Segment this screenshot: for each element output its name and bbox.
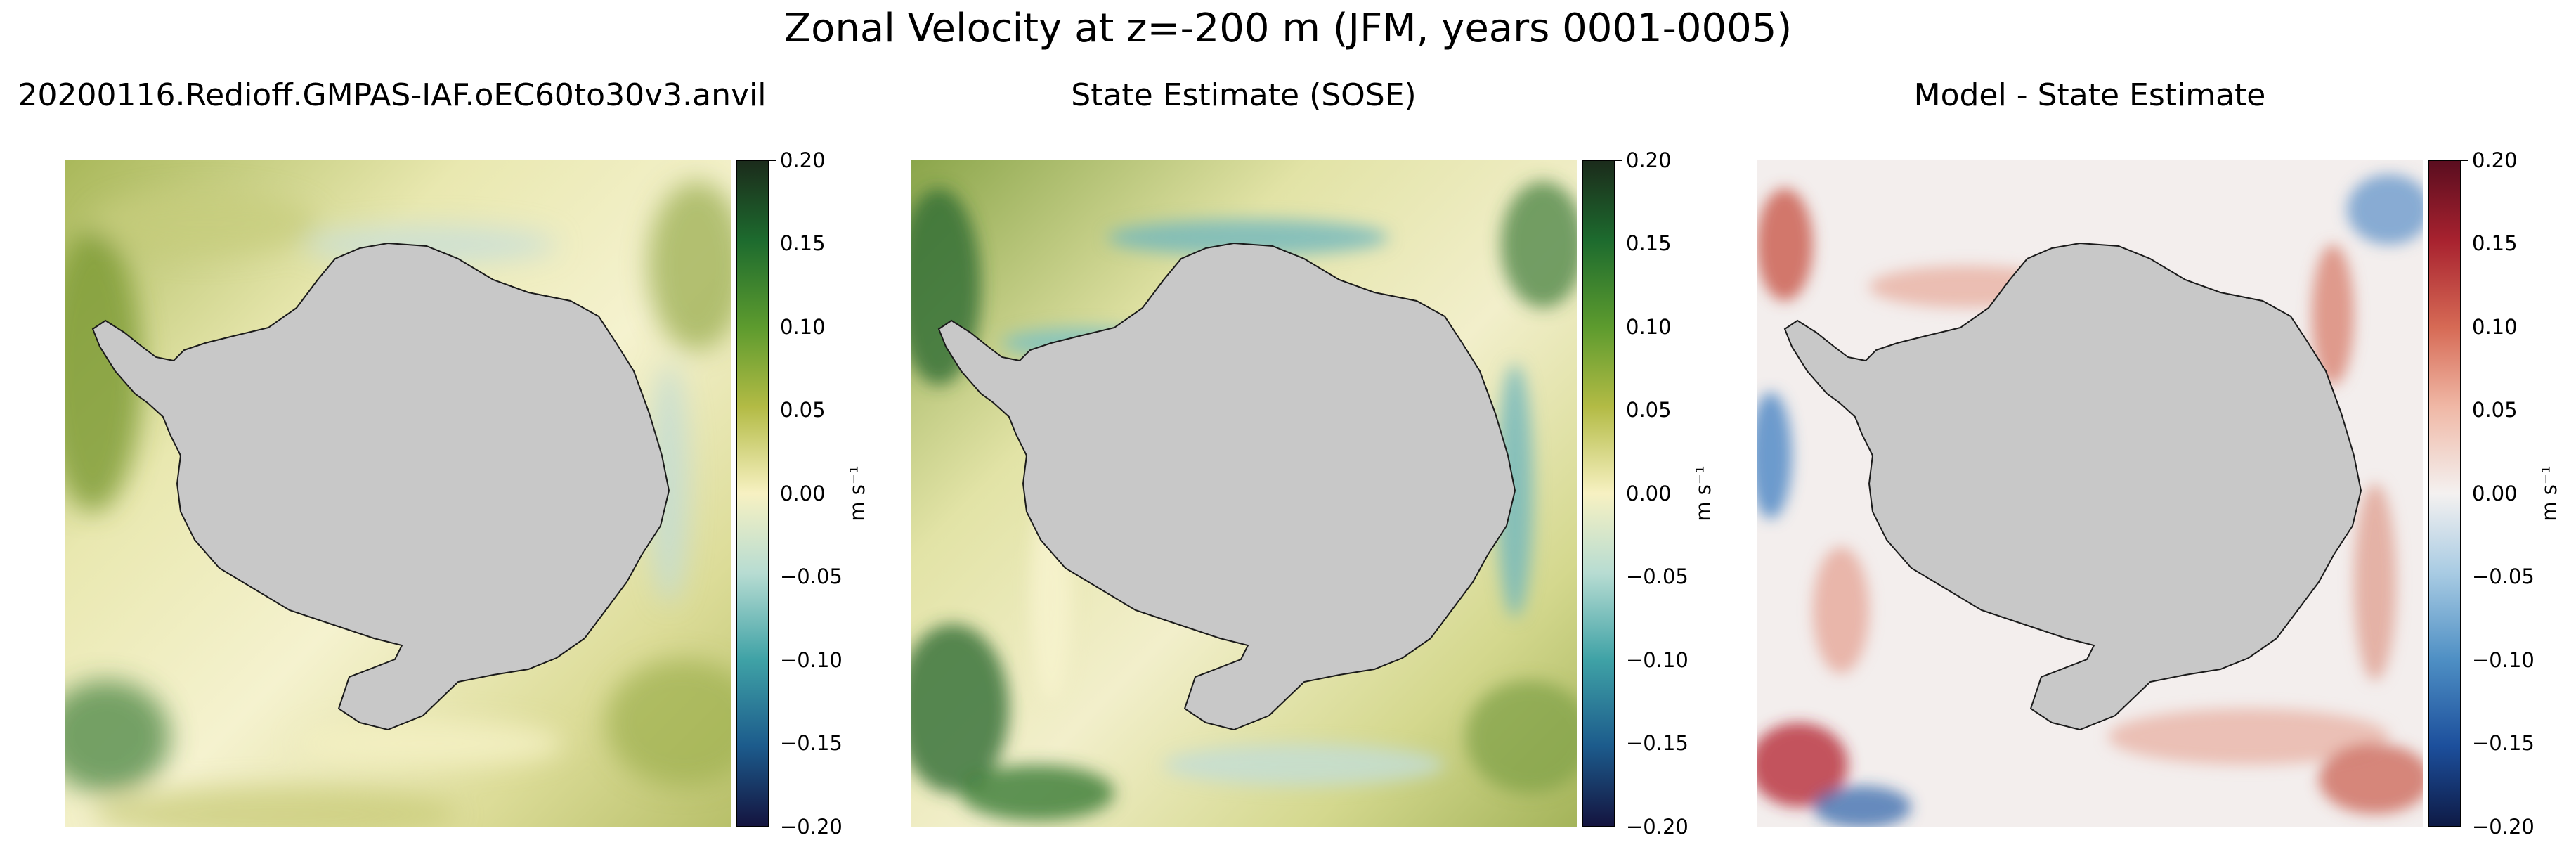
cbar-sose-tick-7: −0.10 (1626, 648, 1689, 672)
map-panel-model (65, 160, 731, 827)
cbar-diff-tick-7: −0.10 (2472, 648, 2535, 672)
cbar-model-tickmark (769, 160, 776, 161)
cbar-model-tick-6: −0.05 (780, 564, 843, 588)
cbar-diff-tick-5: 0.00 (2472, 482, 2518, 505)
cbar-sose-tick-2: 0.15 (1626, 231, 1672, 255)
cbar-model-tick-2: 0.15 (780, 231, 826, 255)
cbar-sose-tick-9: −0.20 (1626, 815, 1689, 839)
map-sose (911, 160, 1577, 827)
panel-title-diff: Model - State Estimate (1913, 77, 2266, 113)
colorbar-model (736, 160, 769, 827)
map-diff (1757, 160, 2423, 827)
cbar-sose-tick-8: −0.15 (1626, 731, 1689, 755)
cbar-sose-tick-3: 0.10 (1626, 315, 1672, 339)
cbar-diff-tick-4: 0.05 (2472, 398, 2518, 422)
cbar-model-tick-8: −0.15 (780, 731, 843, 755)
cbar-model-unit: m s⁻¹ (845, 465, 869, 522)
cbar-diff-unit: m s⁻¹ (2537, 465, 2561, 522)
cbar-sose-tick-1: 0.20 (1626, 148, 1672, 172)
colorbar-sose (1582, 160, 1615, 827)
antarctica-land (937, 242, 1516, 731)
cbar-sose-tick-4: 0.05 (1626, 398, 1672, 422)
cbar-model-tick-4: 0.05 (780, 398, 826, 422)
cbar-model-tick-1: 0.20 (780, 148, 826, 172)
cbar-model-tick-3: 0.10 (780, 315, 826, 339)
map-model (65, 160, 731, 827)
cbar-diff-tick-2: 0.15 (2472, 231, 2518, 255)
map-panel-diff (1757, 160, 2423, 827)
cbar-diff-tick-1: 0.20 (2472, 148, 2518, 172)
cbar-diff-tick-6: −0.05 (2472, 564, 2535, 588)
cbar-diff-tick-9: −0.20 (2472, 815, 2535, 839)
panel-title-sose: State Estimate (SOSE) (1071, 77, 1417, 113)
cbar-model-tick-5: 0.00 (780, 482, 826, 505)
panel-title-model: 20200116.Redioff.GMPAS-IAF.oEC60to30v3.a… (18, 77, 767, 113)
cbar-diff-tick-8: −0.15 (2472, 731, 2535, 755)
cbar-sose-tick-6: −0.05 (1626, 564, 1689, 588)
antarctica-land (91, 242, 670, 731)
cbar-diff-tickmark (2461, 160, 2468, 161)
cbar-sose-unit: m s⁻¹ (1691, 465, 1715, 522)
colorbar-diff (2428, 160, 2461, 827)
antarctica-land (1783, 242, 2362, 731)
cbar-sose-tick-5: 0.00 (1626, 482, 1672, 505)
cbar-sose-tickmark (1615, 160, 1622, 161)
cbar-model-tick-7: −0.10 (780, 648, 843, 672)
cbar-diff-tick-3: 0.10 (2472, 315, 2518, 339)
map-panel-sose (911, 160, 1577, 827)
figure-title: Zonal Velocity at z=-200 m (JFM, years 0… (783, 6, 1793, 51)
cbar-model-tick-9: −0.20 (780, 815, 843, 839)
